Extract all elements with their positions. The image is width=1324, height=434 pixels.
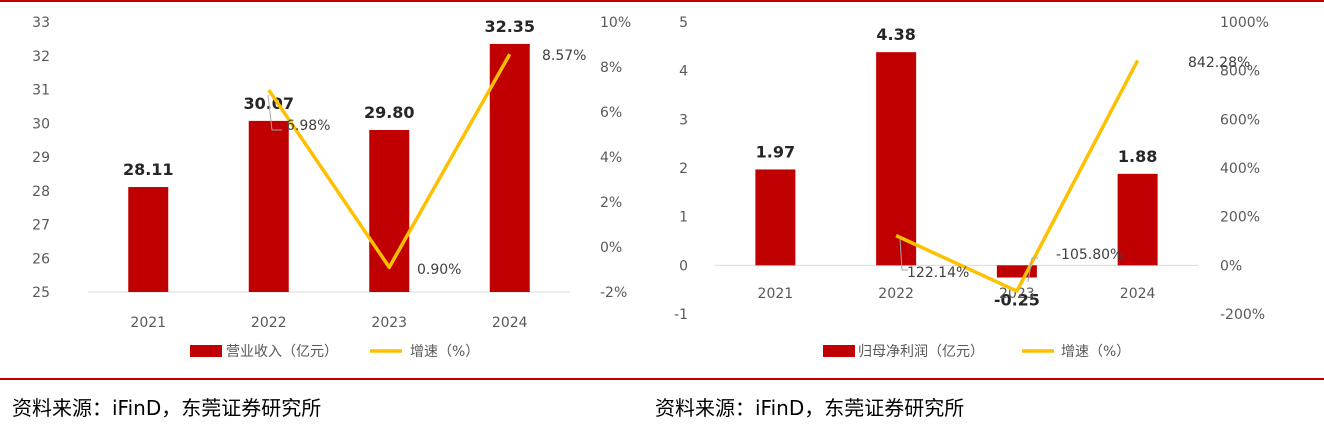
- left-axis-tick: 33: [32, 15, 50, 31]
- left-axis-tick: 29: [32, 150, 50, 166]
- growth-rate-line: [895, 59, 1140, 293]
- bar-2022: [248, 120, 289, 292]
- left-axis-tick: 25: [32, 285, 50, 301]
- category-label: 2021: [758, 286, 794, 302]
- left-axis-tick: 30: [32, 116, 50, 132]
- bar-value-label: 32.35: [484, 17, 535, 36]
- left-axis-tick: 3: [679, 112, 688, 128]
- label-leader-line: [267, 94, 282, 131]
- right-axis-tick: 200%: [1220, 210, 1260, 226]
- bar-value-label: 4.38: [876, 25, 915, 44]
- label-leader-line: [1027, 257, 1038, 283]
- right-axis-tick: 400%: [1220, 161, 1260, 177]
- category-label: 2024: [1120, 286, 1156, 302]
- growth-value-label: 6.98%: [286, 118, 330, 134]
- left-axis-tick: 32: [32, 49, 50, 65]
- left-axis-tick: 5: [679, 15, 688, 31]
- bar-2022: [876, 52, 917, 266]
- left-axis-tick: 2: [679, 161, 688, 177]
- left-axis-tick: -1: [674, 307, 688, 323]
- right-axis-tick: 600%: [1220, 112, 1260, 128]
- right-axis-tick: 6%: [600, 105, 622, 121]
- legend-bar-swatch: [823, 345, 855, 357]
- right-axis-tick: 0%: [600, 240, 622, 256]
- right-axis-tick: 800%: [1220, 64, 1260, 80]
- bar-2021: [128, 187, 169, 292]
- category-label: 2022: [878, 286, 914, 302]
- left-axis-tick: 27: [32, 218, 50, 234]
- category-label: 2022: [251, 315, 287, 331]
- left-axis-tick: 31: [32, 83, 50, 99]
- growth-value-label: 842.28%: [1188, 55, 1250, 71]
- growth-value-label: 8.57%: [542, 48, 586, 64]
- right-axis-tick: -2%: [600, 285, 627, 301]
- legend-bar-swatch: [190, 345, 222, 357]
- right-axis-tick: -200%: [1220, 307, 1265, 323]
- category-label: 2024: [492, 315, 528, 331]
- left-axis-tick: 4: [679, 64, 688, 80]
- growth-rate-line: [267, 53, 512, 269]
- bar-2021: [755, 169, 796, 266]
- source-note-right: 资料来源：iFinD，东莞证券研究所: [655, 396, 965, 420]
- bar-2024: [489, 43, 530, 292]
- bar-value-label: 1.97: [756, 142, 795, 161]
- right-axis-tick: 0%: [1220, 258, 1242, 274]
- growth-value-label: -105.80%: [1056, 247, 1123, 263]
- left-axis-tick: 1: [679, 210, 688, 226]
- left-axis-tick: 28: [32, 184, 50, 200]
- growth-value-label: 0.90%: [417, 262, 461, 278]
- legend-line-label: 增速（%）: [410, 344, 479, 360]
- right-axis-tick: 1000%: [1220, 15, 1269, 31]
- right-axis-tick: 10%: [600, 15, 631, 31]
- left-axis-tick: 0: [679, 258, 688, 274]
- category-label: 2023: [371, 315, 407, 331]
- category-label: 2021: [130, 315, 166, 331]
- left-axis-tick: 26: [32, 251, 50, 267]
- label-leader-line: [899, 237, 908, 271]
- right-axis-tick: 4%: [600, 150, 622, 166]
- revenue-chart: 25 26 27 28 29 30 31 32 33 -2% 0% 2% 4% 6% 8% 10% 28.11 3…: [32, 15, 631, 360]
- category-label: 2023: [999, 286, 1035, 302]
- source-note-left: 资料来源：iFinD，东莞证券研究所: [12, 396, 322, 420]
- legend-bar-label: 营业收入（亿元）: [226, 344, 338, 360]
- bar-2024: [1117, 173, 1158, 266]
- net-profit-chart: -1 0 1 2 3 4 5 -200% 0% 200% 400% 600% 800% 1000% 1.97…: [674, 15, 1269, 360]
- bar-value-label: -0.25: [994, 291, 1040, 310]
- right-axis-tick: 2%: [600, 195, 622, 211]
- growth-value-label: 122.14%: [907, 265, 969, 281]
- bar-value-label: 29.80: [364, 103, 415, 122]
- right-axis-tick: 8%: [600, 60, 622, 76]
- legend-line-label: 增速（%）: [1061, 344, 1130, 360]
- top-rule: [0, 0, 1324, 2]
- bar-value-label: 28.11: [123, 160, 174, 179]
- legend-bar-label: 归母净利润（亿元）: [858, 343, 984, 360]
- source-rule: [0, 378, 1324, 380]
- bar-value-label: 1.88: [1118, 147, 1157, 166]
